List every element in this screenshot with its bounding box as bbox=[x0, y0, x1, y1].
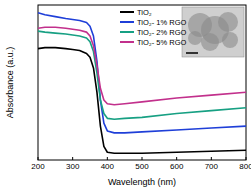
inset-scale-bar bbox=[186, 52, 198, 54]
inset-frame bbox=[182, 7, 244, 57]
inset-image bbox=[182, 7, 244, 57]
legend-swatch bbox=[120, 41, 134, 43]
x-tick-label: 400 bbox=[101, 162, 115, 171]
plot-frame bbox=[38, 5, 246, 160]
inset-texture bbox=[201, 33, 219, 51]
x-tick bbox=[38, 157, 39, 160]
x-tick bbox=[246, 157, 247, 160]
x-tick-label: 500 bbox=[135, 162, 149, 171]
legend-swatch bbox=[120, 21, 134, 23]
x-tick-label: 800 bbox=[239, 162, 251, 171]
x-axis-label: Wavelength (nm) bbox=[108, 177, 176, 187]
series-line bbox=[38, 13, 246, 133]
series-line bbox=[38, 27, 246, 105]
inset-texture bbox=[222, 32, 238, 48]
inset-texture bbox=[218, 12, 238, 32]
x-tick bbox=[72, 157, 73, 160]
legend-label: TiO₂- 2% RGO bbox=[137, 28, 186, 37]
legend-label: TiO₂- 1% RGO bbox=[137, 18, 186, 27]
x-tick-label: 600 bbox=[170, 162, 184, 171]
legend-label: TiO₂- 5% RGO bbox=[137, 38, 186, 47]
series-line bbox=[38, 31, 246, 119]
x-tick bbox=[142, 157, 143, 160]
legend-swatch bbox=[120, 11, 134, 13]
x-tick bbox=[107, 157, 108, 160]
x-tick-label: 200 bbox=[31, 162, 45, 171]
x-tick-label: 300 bbox=[66, 162, 80, 171]
x-tick bbox=[176, 157, 177, 160]
x-tick-label: 700 bbox=[205, 162, 219, 171]
inset-texture bbox=[188, 31, 202, 45]
legend-label: TiO₂ bbox=[137, 8, 152, 17]
x-tick bbox=[211, 157, 212, 160]
legend-swatch bbox=[120, 31, 134, 33]
y-axis-label: Absorbance (a.u.) bbox=[5, 47, 15, 119]
series-line bbox=[38, 48, 246, 154]
